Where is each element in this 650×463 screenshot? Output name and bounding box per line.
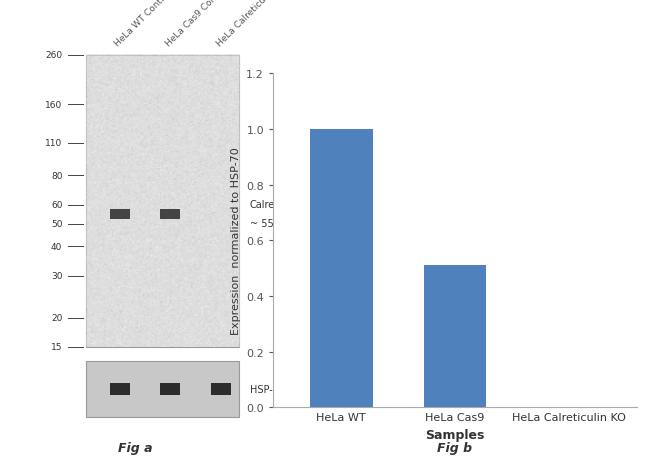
Bar <box>211 383 231 394</box>
Text: Fig b: Fig b <box>437 441 473 454</box>
Text: HeLa Calreticulin KO: HeLa Calreticulin KO <box>214 0 287 49</box>
Text: 260: 260 <box>46 51 62 60</box>
Bar <box>86 361 239 417</box>
Bar <box>86 56 239 347</box>
Text: Fig a: Fig a <box>118 441 153 454</box>
Text: HeLa Cas9 Control: HeLa Cas9 Control <box>164 0 229 49</box>
Text: HSP-70: HSP-70 <box>250 384 285 394</box>
Text: ~ 55 kDa: ~ 55 kDa <box>250 219 296 229</box>
Bar <box>424 266 486 407</box>
Text: 80: 80 <box>51 172 62 181</box>
Y-axis label: Expression  normalized to HSP-70: Expression normalized to HSP-70 <box>231 147 240 334</box>
Bar <box>110 383 129 394</box>
Bar <box>310 130 372 407</box>
Text: Calreticulin: Calreticulin <box>250 200 305 210</box>
Text: 50: 50 <box>51 219 62 229</box>
Text: 60: 60 <box>51 201 62 210</box>
Text: 110: 110 <box>45 139 62 148</box>
Text: 15: 15 <box>51 343 62 352</box>
Text: HeLa WT Control: HeLa WT Control <box>113 0 173 49</box>
Text: 160: 160 <box>45 101 62 110</box>
Bar <box>110 209 129 219</box>
Bar <box>161 209 180 219</box>
X-axis label: Samples: Samples <box>425 428 485 441</box>
Bar <box>161 383 180 394</box>
Text: 20: 20 <box>51 313 62 322</box>
Text: 40: 40 <box>51 243 62 251</box>
Text: 30: 30 <box>51 272 62 281</box>
